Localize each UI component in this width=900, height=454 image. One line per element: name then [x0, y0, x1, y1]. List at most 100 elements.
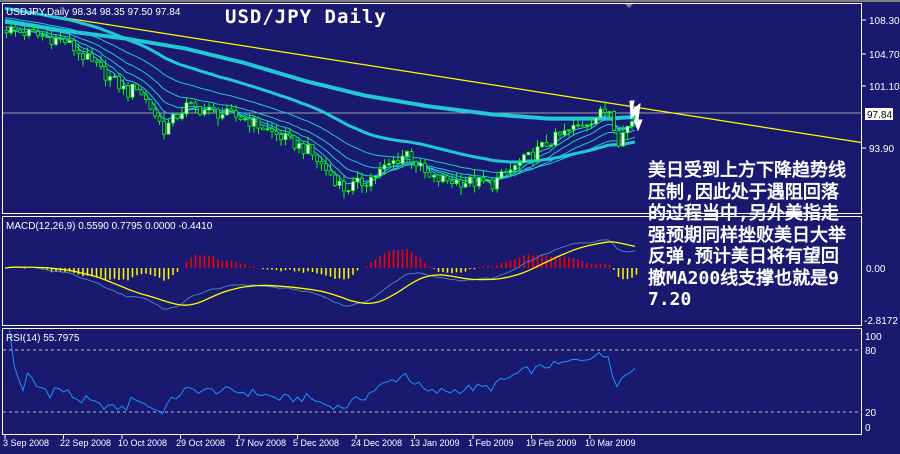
candle [112, 73, 117, 78]
candle-body [207, 106, 211, 111]
candle [333, 170, 337, 188]
candle-body [310, 144, 315, 156]
candle-body [211, 106, 216, 110]
candle-body [58, 37, 63, 40]
candle [292, 134, 297, 152]
candle [594, 116, 598, 125]
candle-body [108, 76, 112, 81]
candle-body [526, 151, 531, 156]
candle-body [414, 161, 418, 167]
candle-body [481, 177, 486, 182]
candle [184, 97, 189, 118]
candle [625, 125, 630, 140]
candle-body [126, 85, 130, 98]
candle-body [562, 130, 567, 136]
candle [567, 129, 571, 137]
candle [616, 128, 621, 148]
candle-body [531, 151, 535, 161]
chart-shift-marker-icon[interactable] [624, 3, 634, 8]
candle [243, 117, 247, 122]
candle [315, 153, 319, 169]
candle [229, 104, 234, 113]
x-tick-label: 3 Sep 2008 [3, 438, 49, 448]
candle [144, 89, 148, 104]
candle-body [175, 113, 180, 120]
candle [598, 106, 603, 119]
candle-body [306, 144, 310, 155]
candle-body [202, 109, 207, 115]
candle [189, 100, 193, 105]
candle-body [189, 102, 193, 105]
candle-body [472, 176, 477, 187]
candle-body [319, 161, 324, 165]
down-arrow-icon [629, 100, 643, 132]
candle-body [54, 37, 58, 45]
candle [364, 181, 369, 193]
candle-body [625, 125, 630, 134]
candle-body [153, 108, 157, 117]
candle-body [40, 35, 45, 37]
y-tick-label: 0.00 [866, 264, 886, 275]
candle [99, 54, 103, 70]
overlay-title: USD/JPY Daily [225, 6, 387, 28]
candle [544, 134, 549, 148]
candle [612, 109, 616, 134]
ma-line-34 [4, 17, 636, 173]
candle [54, 33, 58, 47]
candle [621, 125, 625, 147]
time-axis: 3 Sep 2008 22 Sep 2008 10 Oct 2008 29 Oc… [3, 435, 636, 448]
candle [477, 176, 481, 190]
candle-body [477, 177, 481, 187]
candle [162, 113, 166, 140]
rsi-panel-frame [2, 328, 862, 435]
candle [436, 174, 441, 187]
candle [405, 150, 409, 164]
candle-body [400, 155, 405, 164]
rsi-axis: 100 80 20 0 [865, 332, 882, 434]
candle-body [360, 177, 364, 186]
candle [306, 136, 310, 155]
x-tick-label: 10 Mar 2009 [585, 438, 636, 448]
candle-body [99, 62, 103, 67]
candle [193, 100, 198, 114]
candle [441, 173, 445, 184]
candle-body [27, 29, 31, 36]
candle-body [139, 89, 144, 96]
candle-body [180, 113, 184, 120]
candle-body [553, 131, 558, 146]
candle-body [288, 133, 292, 137]
rsi-line [9, 329, 636, 415]
candle [396, 152, 400, 164]
candle [63, 36, 67, 46]
candle-body [81, 52, 85, 60]
candle [360, 172, 364, 193]
candle [139, 87, 144, 96]
candle-body [234, 110, 238, 118]
candle-body [247, 118, 252, 127]
candle [558, 130, 562, 140]
candle [387, 158, 391, 167]
candle [432, 173, 436, 183]
x-tick-label: 1 Feb 2009 [468, 438, 514, 448]
candle-body [594, 117, 598, 125]
candle-body [162, 120, 166, 135]
candle-body [135, 83, 139, 91]
x-tick-label: 10 Oct 2008 [118, 438, 167, 448]
macd-main-line [4, 239, 636, 310]
candle-body [517, 161, 522, 166]
candle [175, 113, 180, 121]
candle-body [76, 50, 81, 54]
candle [180, 106, 184, 121]
candle-body [67, 40, 72, 43]
y-tick-label: 100 [865, 332, 882, 343]
ma200-line [4, 18, 636, 121]
candle-body [369, 176, 373, 187]
macd-plot [4, 239, 638, 310]
candle-body [112, 76, 117, 78]
y-tick-label: 101.10 [869, 82, 900, 93]
macd-axis: 0.00 -2.8172 [864, 264, 898, 327]
candle-body [216, 108, 220, 119]
candle-body [630, 121, 634, 127]
